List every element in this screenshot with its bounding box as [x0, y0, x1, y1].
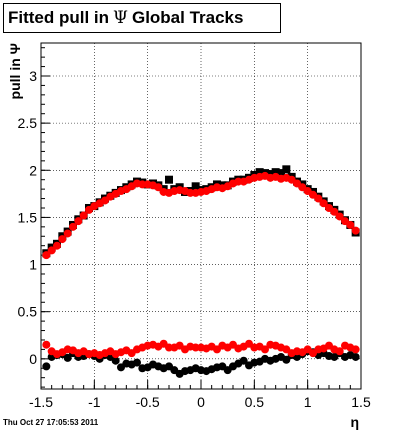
data-point [282, 165, 291, 174]
data-point [74, 217, 83, 226]
y-tick-label: 0 [29, 351, 37, 367]
series-2 [42, 171, 360, 260]
data-point [42, 362, 51, 371]
tick-labels: -1.5 -1 -0.5 0 0.5 1 1.5 0 0.5 1 1.5 2 2.5 3 [18, 68, 371, 410]
data-point [42, 251, 51, 260]
timestamp: Thu Oct 27 17:05:53 2011 [3, 418, 99, 427]
data-point [330, 207, 339, 216]
x-tick-label: 1 [304, 394, 312, 410]
data-point [42, 340, 51, 349]
chart-title: Fitted pull in Ψ Global Tracks [3, 3, 281, 33]
data-point [335, 347, 344, 356]
x-tick-label: -0.5 [136, 394, 160, 410]
title-symbol: Ψ [113, 8, 128, 28]
data-point [277, 169, 285, 178]
x-tick-label: -1.5 [29, 394, 53, 410]
y-tick-label: 1 [29, 257, 37, 273]
y-tick-label: 1.5 [18, 209, 38, 225]
data-point [133, 358, 141, 367]
x-axis-label: η [350, 414, 359, 430]
data-point [335, 212, 344, 221]
data-point [271, 168, 280, 177]
data-point [47, 246, 56, 255]
data-point [69, 222, 77, 231]
y-axis-label: pull in Ψ [7, 43, 23, 99]
x-tick-label: 0 [197, 394, 205, 410]
data-point [58, 235, 67, 244]
axis-ticks [40, 47, 362, 389]
data-point [319, 199, 328, 208]
data-point [282, 355, 291, 364]
y-tick-label: 2 [29, 162, 37, 178]
data-point [63, 229, 72, 238]
grid [41, 43, 361, 389]
data-markers [42, 165, 360, 378]
data-point [351, 226, 360, 235]
data-point [314, 194, 323, 203]
data-point [191, 182, 200, 191]
y-tick-label: 3 [29, 68, 37, 84]
data-point [261, 345, 269, 354]
title-suffix: Global Tracks [131, 8, 244, 27]
data-point [351, 345, 360, 354]
x-tick-label: 1.5 [351, 394, 371, 410]
data-point [53, 241, 61, 250]
y-tick-label: 2.5 [18, 115, 38, 131]
data-point [239, 356, 248, 365]
x-tick-label: -1 [88, 394, 101, 410]
series-4 [42, 339, 360, 360]
data-point [351, 352, 360, 361]
data-point [165, 175, 173, 184]
data-point [111, 356, 120, 365]
data-point [63, 353, 72, 362]
y-tick-label: 0.5 [18, 304, 38, 320]
data-point [255, 168, 264, 177]
data-point [346, 220, 355, 229]
title-prefix: Fitted pull in [8, 8, 110, 27]
data-point [79, 211, 88, 220]
data-point [154, 183, 163, 192]
x-tick-label: 0.5 [245, 394, 265, 410]
